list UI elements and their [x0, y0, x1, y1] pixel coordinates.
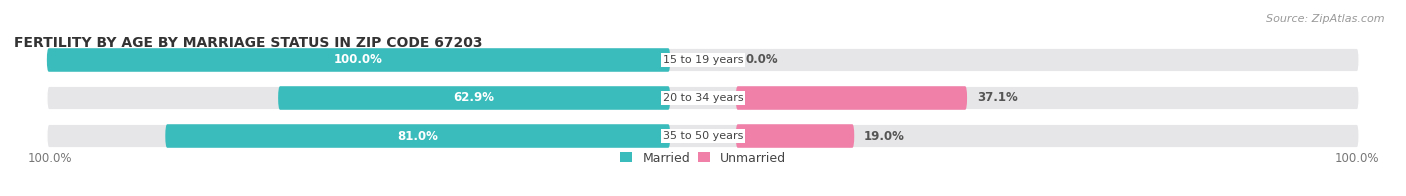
Text: FERTILITY BY AGE BY MARRIAGE STATUS IN ZIP CODE 67203: FERTILITY BY AGE BY MARRIAGE STATUS IN Z…	[14, 36, 482, 50]
Text: 81.0%: 81.0%	[398, 130, 439, 142]
Text: 15 to 19 years: 15 to 19 years	[662, 55, 744, 65]
FancyBboxPatch shape	[166, 124, 671, 148]
Text: 37.1%: 37.1%	[977, 92, 1018, 104]
Text: 20 to 34 years: 20 to 34 years	[662, 93, 744, 103]
Text: 100.0%: 100.0%	[1334, 152, 1379, 165]
Text: 62.9%: 62.9%	[454, 92, 495, 104]
Text: 35 to 50 years: 35 to 50 years	[662, 131, 744, 141]
FancyBboxPatch shape	[735, 124, 855, 148]
Text: Source: ZipAtlas.com: Source: ZipAtlas.com	[1267, 14, 1385, 24]
FancyBboxPatch shape	[46, 48, 1360, 72]
FancyBboxPatch shape	[46, 86, 1360, 110]
Text: 100.0%: 100.0%	[27, 152, 72, 165]
Text: 100.0%: 100.0%	[335, 54, 382, 66]
FancyBboxPatch shape	[278, 86, 671, 110]
Text: 19.0%: 19.0%	[865, 130, 905, 142]
FancyBboxPatch shape	[46, 124, 1360, 148]
Legend: Married, Unmarried: Married, Unmarried	[620, 152, 786, 164]
FancyBboxPatch shape	[735, 86, 967, 110]
Text: 0.0%: 0.0%	[745, 54, 779, 66]
FancyBboxPatch shape	[46, 48, 671, 72]
